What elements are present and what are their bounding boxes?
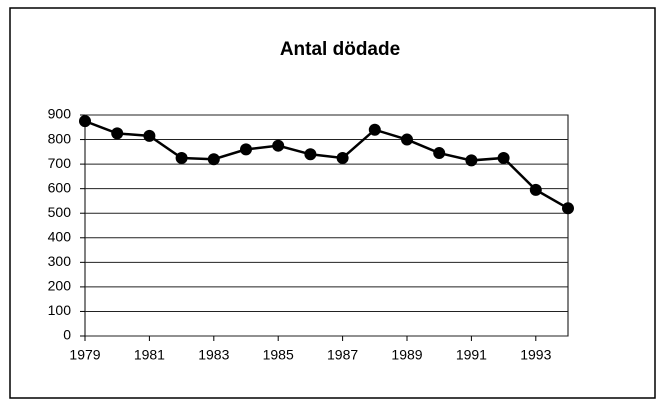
data-point — [465, 154, 478, 167]
y-tick-label: 500 — [48, 204, 72, 220]
data-point — [497, 151, 510, 164]
data-point — [368, 123, 381, 136]
y-tick-label: 0 — [63, 327, 71, 343]
data-point — [401, 133, 413, 146]
data-point — [207, 153, 220, 166]
data-point — [272, 139, 285, 152]
data-point — [240, 143, 252, 156]
y-tick-label: 300 — [48, 253, 72, 269]
chart-frame — [9, 7, 656, 399]
data-point — [304, 148, 317, 161]
x-tick-label: 1979 — [69, 347, 100, 363]
data-line — [84, 119, 569, 210]
x-tick-label: 1983 — [198, 347, 229, 363]
y-tick-label: 200 — [48, 278, 72, 294]
y-tick-label: 800 — [48, 130, 72, 146]
data-point — [79, 115, 91, 128]
x-tick-label: 1993 — [520, 347, 551, 363]
chart-title: Antal dödade — [280, 39, 400, 60]
x-tick-label: 1981 — [134, 347, 165, 363]
y-tick-label: 400 — [48, 228, 72, 244]
data-point — [562, 202, 574, 215]
x-tick-label: 1987 — [327, 347, 358, 363]
data-point — [175, 151, 188, 164]
y-tick-label: 700 — [48, 155, 72, 171]
data-point — [433, 147, 446, 160]
y-tick-label: 900 — [48, 106, 72, 122]
x-tick-label: 1991 — [456, 347, 487, 363]
data-point — [336, 151, 349, 164]
data-point — [143, 129, 156, 142]
x-tick-label: 1989 — [391, 347, 422, 363]
x-tick-label: 1985 — [263, 347, 294, 363]
data-point — [111, 127, 124, 140]
y-tick-label: 100 — [48, 302, 72, 318]
data-point — [529, 183, 542, 196]
y-tick-label: 600 — [48, 179, 72, 195]
